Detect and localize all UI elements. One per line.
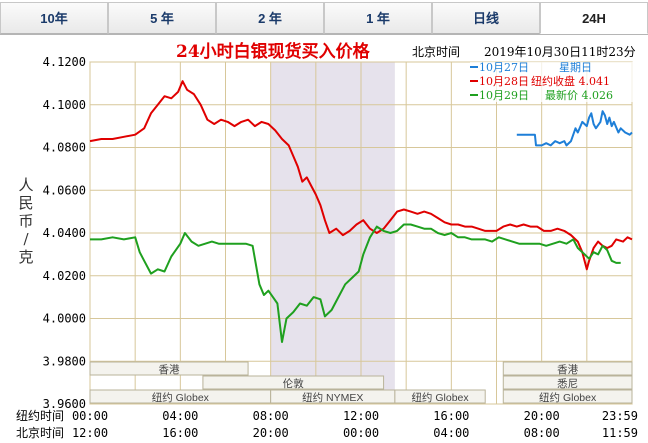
session-bar bbox=[502, 375, 633, 390]
session-bar bbox=[502, 361, 633, 376]
legend-label-oct29: 最新价 4.026 bbox=[545, 88, 613, 102]
session-label: 纽约 Globex bbox=[152, 391, 210, 404]
ny-time-tick: 04:00 bbox=[162, 409, 198, 423]
session-label: 悉尼 bbox=[557, 378, 578, 390]
session-label: 纽约 Globex bbox=[411, 391, 469, 404]
session-label: 香港 bbox=[557, 364, 578, 376]
ny-time-tick: 20:00 bbox=[524, 409, 560, 423]
y-tick-label: 4.0800 bbox=[43, 141, 86, 155]
y-tick-label: 4.1000 bbox=[43, 98, 86, 112]
legend-background bbox=[470, 62, 634, 102]
tab-5y[interactable]: 5 年 bbox=[108, 2, 216, 34]
tab-1y[interactable]: 1 年 bbox=[324, 2, 432, 34]
session-bar bbox=[89, 361, 249, 376]
y-tick-label: 4.0200 bbox=[43, 269, 86, 283]
bj-time-tick: 00:00 bbox=[343, 426, 379, 440]
bj-time-tick: 11:59 bbox=[602, 426, 638, 440]
datetime-label: 北京时间 bbox=[412, 45, 460, 59]
bj-time-tick: 20:00 bbox=[253, 426, 289, 440]
ny-time-label: 纽约时间 bbox=[16, 408, 64, 423]
y-tick-label: 4.1200 bbox=[43, 55, 86, 69]
bj-time-tick: 08:00 bbox=[524, 426, 560, 440]
ny-time-tick: 16:00 bbox=[433, 409, 469, 423]
y-tick-label: 3.9800 bbox=[43, 354, 86, 368]
ny-time-tick: 00:00 bbox=[72, 409, 108, 423]
bj-time-tick: 04:00 bbox=[433, 426, 469, 440]
session-bar bbox=[502, 389, 633, 404]
session-bar bbox=[202, 375, 385, 390]
session-bar bbox=[394, 389, 486, 404]
chart-title: 24小时白银现货买入价格 bbox=[176, 41, 371, 62]
legend-date-oct27: 10月27日 bbox=[479, 61, 529, 74]
y-axis-label: 人民币/克 bbox=[18, 176, 33, 266]
session-label: 纽约 NYMEX bbox=[302, 391, 363, 404]
ny-time-tick: 23:59 bbox=[602, 409, 638, 423]
session-label: 伦敦 bbox=[283, 377, 304, 390]
bj-time-tick: 12:00 bbox=[72, 426, 108, 440]
ny-time-tick: 12:00 bbox=[343, 409, 379, 423]
tab-divider bbox=[0, 34, 648, 35]
series-line-1 bbox=[516, 110, 633, 147]
y-tick-label: 3.9600 bbox=[43, 397, 86, 411]
legend-date-oct29: 10月29日 bbox=[479, 89, 529, 102]
y-tick-label: 4.0600 bbox=[43, 183, 86, 197]
session-label: 香港 bbox=[159, 364, 180, 376]
tab-2y[interactable]: 2 年 bbox=[216, 2, 324, 34]
datetime-value: 2019年10月30日11时23分 bbox=[484, 45, 636, 59]
series-line-3 bbox=[90, 223, 621, 343]
legend-label-oct28: 纽约收盘 4.041 bbox=[531, 74, 610, 88]
time-axis: 纽约时间 北京时间 00:00 12:00 04:00 16:00 08:00 20:00… bbox=[16, 408, 638, 440]
legend-date-oct28: 10月28日 bbox=[479, 75, 529, 88]
tab-10y[interactable]: 10年 bbox=[0, 2, 108, 34]
legend: 10月27日 星期日 10月28日 纽约收盘 4.041 10月29日 最新价 … bbox=[470, 61, 634, 102]
ny-time-tick: 08:00 bbox=[253, 409, 289, 423]
period-tabs: 10年 5 年 2 年 1 年 日线 24H bbox=[0, 0, 648, 36]
legend-label-oct27: 星期日 bbox=[559, 61, 592, 74]
y-tick-label: 4.0400 bbox=[43, 226, 86, 240]
y-tick-label: 4.0000 bbox=[43, 312, 86, 326]
bj-time-tick: 16:00 bbox=[162, 426, 198, 440]
bj-time-label: 北京时间 bbox=[16, 426, 64, 440]
tab-daily[interactable]: 日线 bbox=[432, 2, 540, 34]
session-label: 纽约 Globex bbox=[539, 391, 597, 404]
